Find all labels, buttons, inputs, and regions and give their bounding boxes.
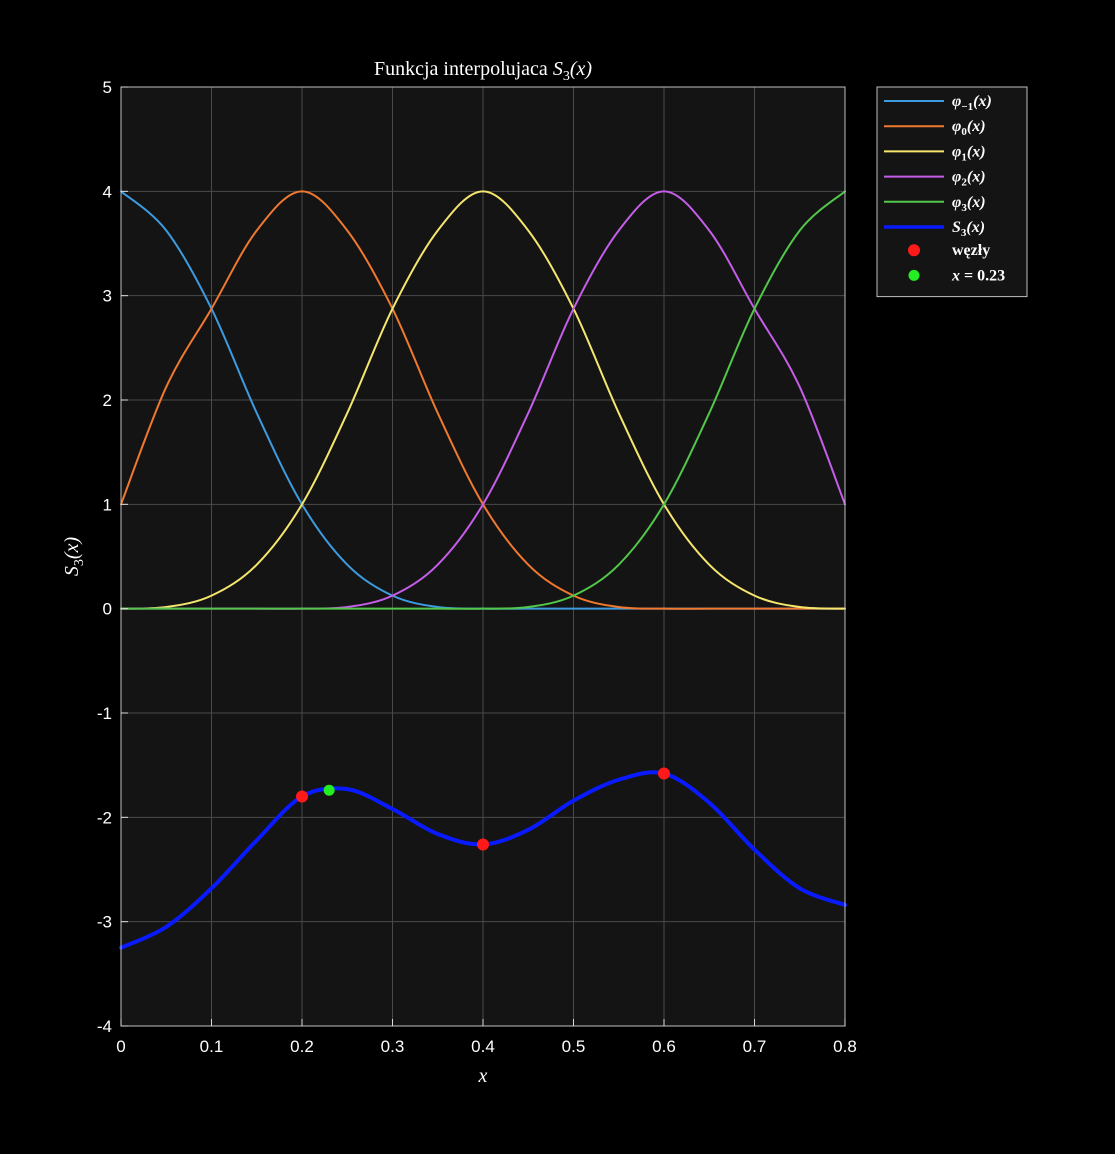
x-tick-label: 0.2 [290,1037,314,1056]
node-point [296,790,308,803]
y-tick-label: -2 [97,808,112,827]
x-axis-label: x [478,1065,488,1087]
x-tick-label: 0 [116,1037,125,1056]
legend-label: x = 0.23 [951,267,1005,284]
legend-label: węzły [952,242,990,259]
y-tick-label: -4 [97,1017,112,1036]
series-markers [296,767,670,851]
y-tick-label: 1 [103,495,112,514]
y-axis-label: S3(x) [61,537,87,577]
legend: φ−1(x) φ0(x) φ1(x) φ2(x) φ3(x) S3(x) węzły x = … [876,86,1028,298]
node-point [477,838,489,851]
x-axis-ticks: 0 0.1 0.2 0.3 0.4 0.5 0.6 0.7 0.8 [116,1019,857,1056]
series-line-2 [120,190,846,610]
y-tick-label: -3 [97,913,112,932]
chart-title: Funkcja interpolujaca S3(x) [374,58,592,84]
legend-point-marker [908,269,920,281]
evaluated-point [323,784,335,796]
legend-label: φ0(x) [952,118,986,138]
y-tick-label: -1 [97,704,112,723]
legend-label: φ−1(x) [952,93,992,113]
y-tick-label: 4 [103,182,112,201]
x-tick-label: 0.7 [743,1037,767,1056]
x-tick-label: 0.5 [562,1037,586,1056]
y-tick-label: 2 [103,391,112,410]
x-tick-label: 0.4 [471,1037,495,1056]
legend-label: φ1(x) [952,143,986,163]
x-tick-label: 0.1 [200,1037,224,1056]
y-tick-label: 0 [103,600,112,619]
x-tick-label: 0.8 [833,1037,857,1056]
legend-node-marker [908,244,920,257]
legend-box [876,86,1028,298]
series-line-1 [120,190,846,610]
x-tick-label: 0.3 [381,1037,405,1056]
node-point [658,767,670,780]
x-tick-label: 0.6 [652,1037,676,1056]
y-tick-label: 3 [103,287,112,306]
legend-label: φ2(x) [952,169,986,189]
legend-label: φ3(x) [952,194,986,214]
y-tick-label: 5 [103,78,112,97]
series-line-4 [120,190,846,610]
y-axis-ticks: -4 -3 -2 -1 0 1 2 3 4 5 [97,78,128,1036]
legend-label: S3(x) [952,219,985,239]
